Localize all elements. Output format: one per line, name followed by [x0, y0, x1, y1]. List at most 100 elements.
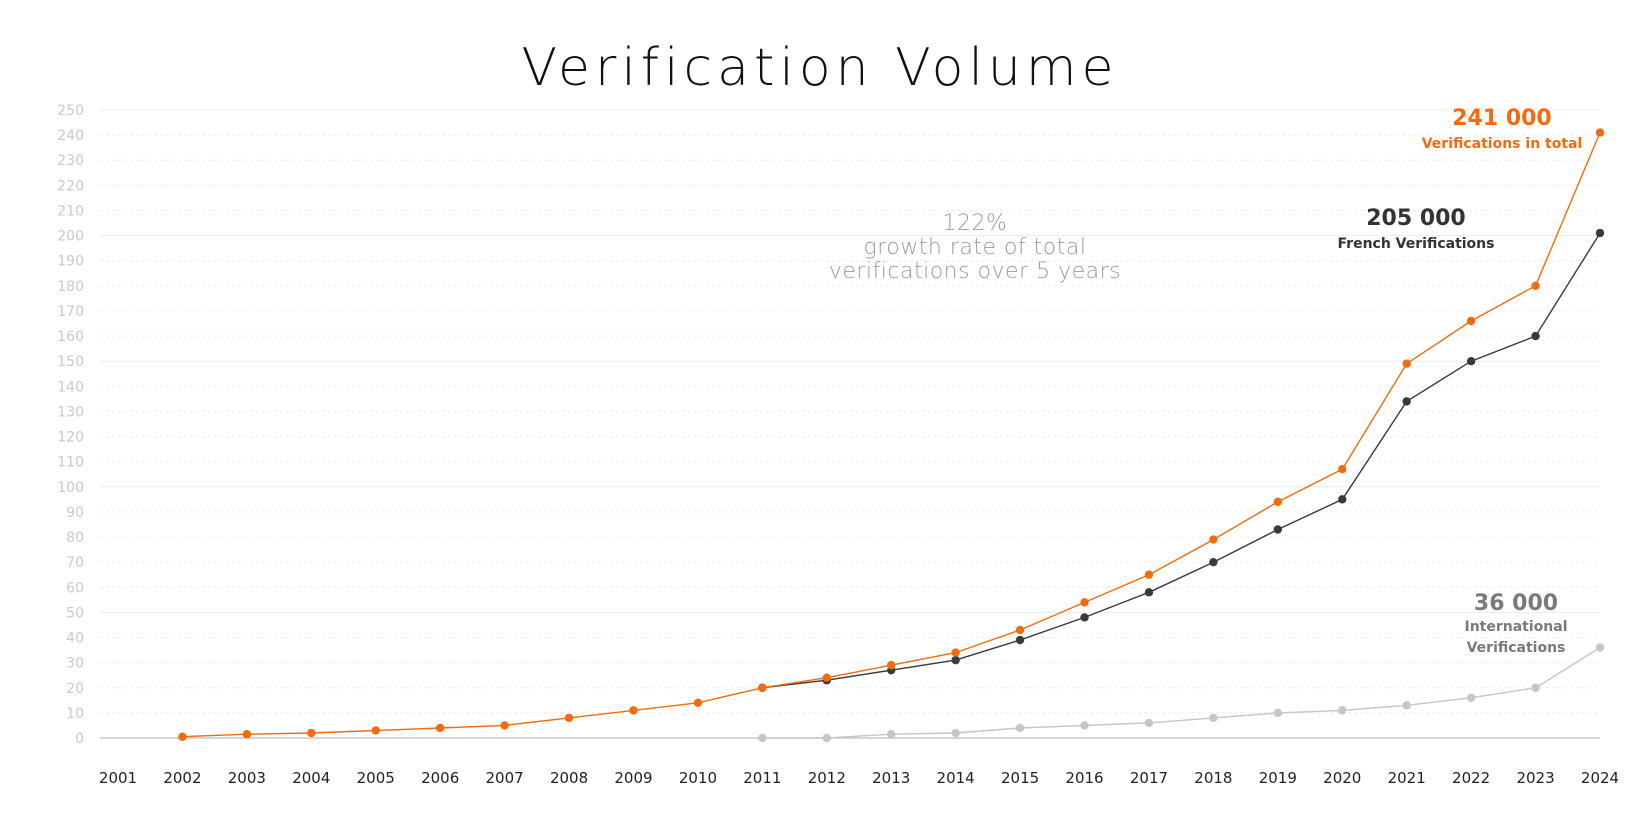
x-tick-label: 2004 [292, 769, 330, 787]
callout-line: growth rate of total [864, 235, 1087, 260]
data-point [1531, 683, 1540, 692]
y-tick-label: 170 [57, 304, 84, 320]
data-point [1144, 718, 1154, 728]
data-point [1273, 708, 1283, 718]
chart-title: Verification Volume [521, 38, 1119, 98]
x-tick-label: 2017 [1130, 769, 1168, 787]
x-tick-label: 2021 [1388, 769, 1426, 787]
y-tick-label: 80 [66, 530, 84, 546]
data-point [1531, 331, 1540, 341]
data-point [1144, 570, 1154, 579]
annotations: 241 000 Verifications in total 205 000 Fren… [1338, 106, 1583, 656]
data-point [1595, 228, 1605, 238]
callout-line: verifications over 5 years [829, 259, 1121, 284]
data-point [1273, 497, 1283, 507]
x-tick-label: 2018 [1194, 769, 1232, 787]
data-point [178, 732, 187, 741]
x-tick-label: 2023 [1516, 769, 1554, 787]
annotation-label: Verifications in total [1422, 136, 1583, 152]
data-point [1466, 316, 1476, 326]
data-point [1080, 613, 1089, 622]
y-tick-label: 160 [57, 329, 84, 345]
annotation-label: Verifications [1467, 640, 1566, 656]
x-tick-label: 2009 [614, 769, 652, 787]
x-tick-label: 2013 [872, 769, 910, 787]
data-point [1402, 359, 1411, 368]
data-point [1402, 701, 1411, 710]
annotation-value: 241 000 [1452, 106, 1552, 131]
y-tick-label: 30 [66, 656, 84, 672]
series-international [758, 643, 1605, 743]
series-group [178, 128, 1605, 743]
y-tick-label: 250 [57, 103, 84, 119]
data-point [1466, 357, 1476, 366]
data-point [758, 683, 767, 692]
data-point [951, 728, 960, 738]
y-tick-label: 200 [57, 229, 84, 245]
x-tick-label: 2011 [743, 769, 781, 787]
annotation-label: French Verifications [1338, 236, 1495, 252]
x-tick-label: 2005 [357, 769, 395, 787]
data-point [951, 648, 960, 657]
grid-lines [100, 109, 1600, 739]
y-tick-label: 140 [57, 379, 84, 395]
data-point [693, 698, 703, 708]
x-tick-label: 2024 [1581, 769, 1619, 787]
x-tick-label: 2008 [550, 769, 588, 787]
y-tick-label: 0 [75, 731, 84, 747]
y-tick-label: 240 [57, 128, 84, 144]
y-tick-label: 130 [57, 404, 84, 420]
y-tick-label: 20 [66, 681, 84, 697]
x-tick-label: 2016 [1065, 769, 1103, 787]
x-tick-label: 2019 [1259, 769, 1297, 787]
data-point [1015, 625, 1025, 635]
y-tick-label: 180 [57, 279, 84, 295]
y-tick-label: 230 [57, 153, 84, 169]
annotation-french: 205 000 French Verifications [1338, 206, 1495, 252]
x-tick-label: 2010 [679, 769, 717, 787]
data-point [435, 723, 445, 733]
data-point [951, 655, 960, 665]
data-point [1273, 525, 1283, 534]
annotation-value: 36 000 [1474, 591, 1558, 616]
y-tick-label: 70 [66, 555, 84, 571]
data-point [1209, 557, 1218, 567]
x-tick-label: 2006 [421, 769, 459, 787]
series-total [178, 128, 1605, 741]
data-point [1338, 495, 1347, 504]
data-point [1402, 397, 1411, 406]
x-tick-label: 2003 [228, 769, 266, 787]
y-tick-label: 10 [66, 706, 84, 722]
data-point [242, 730, 252, 739]
x-tick-label: 2001 [99, 769, 137, 787]
x-tick-label: 2007 [486, 769, 524, 787]
x-tick-label: 2015 [1001, 769, 1039, 787]
y-tick-label: 110 [57, 455, 84, 471]
data-point [1338, 706, 1347, 715]
x-tick-label: 2012 [808, 769, 846, 787]
y-tick-label: 220 [57, 178, 84, 194]
callout-line: 122% [943, 211, 1008, 236]
data-point [1531, 281, 1540, 291]
y-tick-label: 40 [66, 631, 84, 647]
data-point [564, 713, 574, 723]
data-point [1595, 643, 1605, 652]
data-point [1015, 635, 1025, 645]
data-point [887, 730, 896, 739]
data-point [1209, 713, 1218, 723]
annotation-international: 36 000 International Verifications [1464, 591, 1567, 656]
data-point [822, 673, 831, 682]
series-line-french [762, 232, 1601, 689]
data-point [1338, 465, 1347, 474]
data-point [307, 728, 316, 738]
y-tick-label: 190 [57, 254, 84, 270]
annotation-value: 205 000 [1366, 206, 1466, 231]
y-tick-label: 120 [57, 430, 84, 446]
data-point [1080, 721, 1089, 730]
annotation-total: 241 000 Verifications in total [1422, 106, 1583, 152]
data-point [500, 721, 509, 730]
y-tick-label: 60 [66, 580, 84, 596]
x-tick-label: 2002 [163, 769, 201, 787]
